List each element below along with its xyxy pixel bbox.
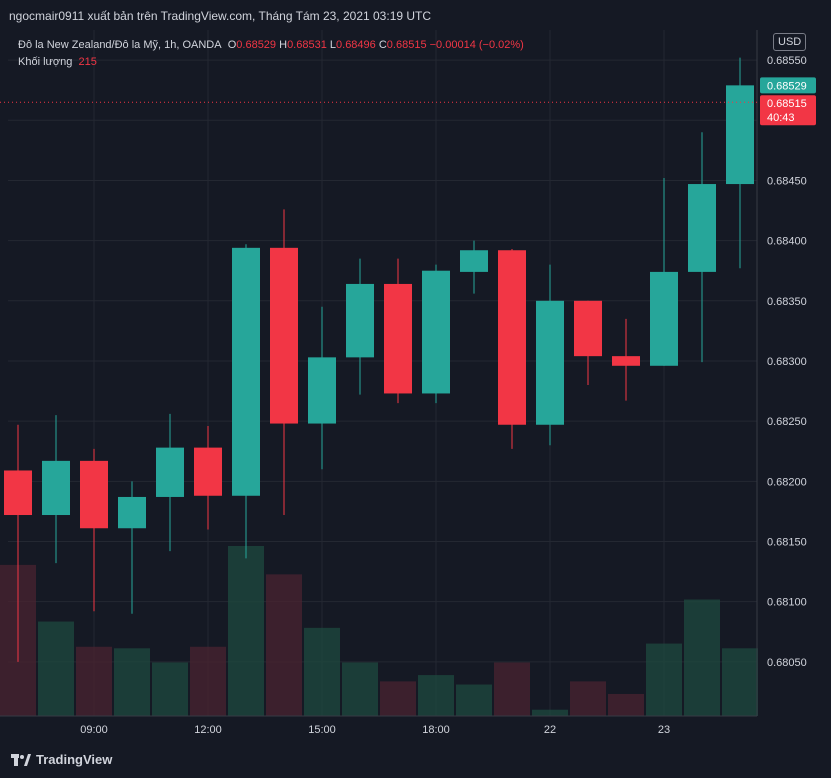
open-label: O (227, 39, 237, 51)
volume-bar (532, 709, 568, 716)
volume-bar (646, 643, 682, 716)
candle-body[interactable] (422, 270, 450, 394)
candle-body[interactable] (42, 460, 70, 516)
volume-bars (0, 546, 758, 716)
volume-bar (228, 546, 264, 716)
candle-body[interactable] (460, 250, 488, 272)
change-value: −0.00014 (−0.02%) (429, 39, 524, 51)
last-price-label: 0.68515 (767, 98, 807, 110)
candle-body[interactable] (346, 283, 374, 358)
volume-bar (494, 662, 530, 716)
volume-bar (418, 675, 454, 716)
volume-bar (608, 693, 644, 716)
volume-bar (38, 621, 74, 716)
y-tick-label: 0.68350 (767, 296, 807, 308)
close-value: 0.68515 (386, 39, 427, 51)
y-tick-label: 0.68150 (767, 536, 807, 548)
x-tick-label: 12:00 (194, 724, 222, 736)
high-value: 0.68531 (287, 39, 327, 51)
low-label: L (329, 39, 337, 51)
candle-body[interactable] (80, 460, 108, 529)
bid-price-label: 0.68529 (767, 80, 807, 92)
chart-legend: Đô la New Zealand/Đô la Mỹ, 1h, OANDA O0… (18, 37, 524, 71)
volume-bar (342, 662, 378, 716)
volume-bar (152, 662, 188, 716)
footer-brand-name: TradingView (36, 752, 113, 767)
volume-bar (380, 681, 416, 716)
volume-value: 215 (78, 56, 97, 68)
chart-area[interactable]: 0.685500.685000.684500.684000.683500.683… (0, 30, 831, 740)
volume-bar (684, 599, 720, 716)
low-value: 0.68496 (336, 39, 376, 51)
publish-header: ngocmair0911 xuất bản trên TradingView.c… (9, 9, 432, 23)
price-markers: 0.68529 0.68515 40:43 (0, 77, 816, 126)
grid (8, 30, 757, 716)
y-tick-label: 0.68200 (767, 476, 807, 488)
countdown-label: 40:43 (767, 112, 795, 124)
currency-button[interactable]: USD (773, 33, 807, 51)
x-tick-label: 22 (544, 724, 556, 736)
high-label: H (279, 39, 288, 51)
x-tick-label: 09:00 (80, 724, 108, 736)
volume-bar (456, 684, 492, 716)
last-price-marker (760, 95, 816, 126)
candle-body[interactable] (232, 247, 260, 496)
candle-body[interactable] (308, 357, 336, 424)
volume-line: Khối lượng 215 (18, 54, 524, 71)
price-axis: 0.685500.685000.684500.684000.683500.683… (756, 30, 807, 716)
volume-bar (266, 574, 302, 716)
x-tick-label: 23 (658, 724, 670, 736)
tradingview-logo-icon (11, 753, 31, 766)
close-label: C (378, 39, 387, 51)
x-tick-label: 15:00 (308, 724, 336, 736)
bid-price-marker (760, 77, 816, 94)
x-tick-label: 18:00 (422, 724, 450, 736)
y-tick-label: 0.68550 (767, 55, 807, 67)
candle-body[interactable] (688, 184, 716, 272)
volume-bar (190, 646, 226, 716)
y-tick-label: 0.68050 (767, 657, 807, 669)
candles (4, 57, 754, 662)
candle-body[interactable] (536, 300, 564, 425)
candle-body[interactable] (574, 300, 602, 357)
candle-body[interactable] (726, 85, 754, 185)
candle-body[interactable] (498, 250, 526, 425)
candle-body[interactable] (270, 247, 298, 424)
candle-body[interactable] (194, 447, 222, 496)
candle-body[interactable] (612, 356, 640, 366)
candlestick-chart[interactable]: 0.685500.685000.684500.684000.683500.683… (0, 30, 831, 740)
y-tick-label: 0.68250 (767, 416, 807, 428)
candle-body[interactable] (156, 447, 184, 497)
candle-body[interactable] (118, 496, 146, 529)
time-axis: 09:00 12:00 15:00 18:00 22 23 (0, 715, 757, 736)
ohlc-line: Đô la New Zealand/Đô la Mỹ, 1h, OANDA O0… (18, 37, 524, 54)
y-tick-label: 0.68400 (767, 236, 807, 248)
y-tick-label: 0.68100 (767, 597, 807, 609)
footer-brand: TradingView (11, 752, 112, 767)
candle-body[interactable] (650, 271, 678, 366)
volume-bar (722, 648, 758, 716)
symbol-name[interactable]: Đô la New Zealand/Đô la Mỹ, 1h, OANDA (18, 39, 222, 51)
candle-body[interactable] (4, 470, 32, 516)
y-tick-label: 0.68450 (767, 175, 807, 187)
volume-bar (114, 648, 150, 716)
volume-label[interactable]: Khối lượng (18, 56, 73, 68)
open-value: 0.68529 (236, 39, 277, 51)
volume-bar (76, 646, 112, 716)
candle-body[interactable] (384, 283, 412, 394)
y-tick-label: 0.68300 (767, 356, 807, 368)
volume-bar (304, 627, 340, 716)
volume-bar (570, 681, 606, 716)
